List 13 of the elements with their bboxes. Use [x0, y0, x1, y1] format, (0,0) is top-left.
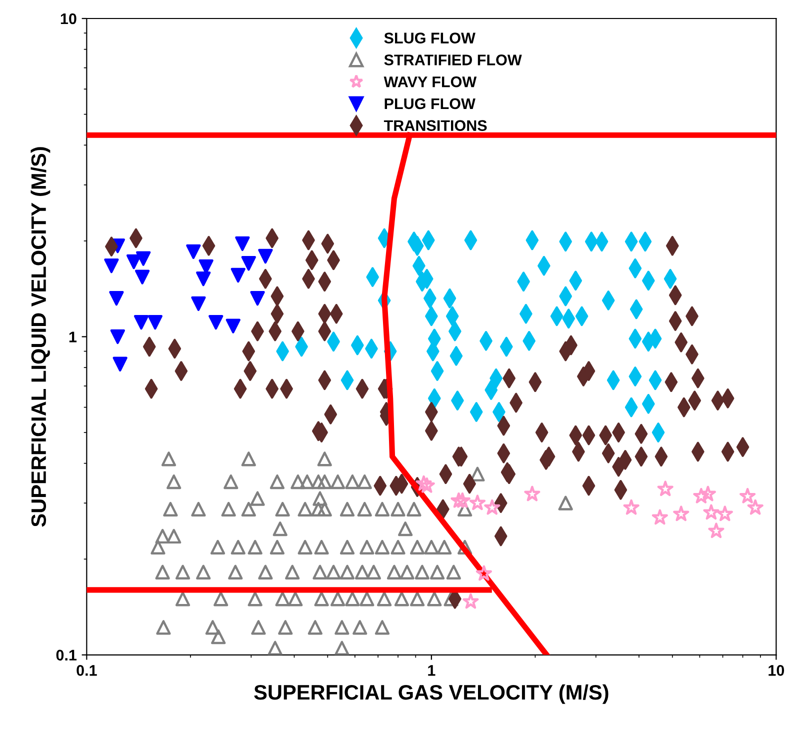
legend-label: PLUG FLOW	[384, 98, 476, 110]
x-tick-label: 1	[428, 665, 436, 676]
x-axis-title: SUPERFICIAL GAS VELOCITY (M/S)	[254, 684, 608, 704]
y-axis-title: SUPERFICIAL LIQUID VELOCITY (M/S)	[30, 147, 50, 527]
legend-label: SLUG FLOW	[384, 32, 476, 44]
legend-label: TRANSITIONS	[384, 120, 487, 131]
y-tick-label: 1	[69, 332, 77, 342]
x-tick-label: 0.1	[76, 665, 97, 676]
legend-label: WAVY FLOW	[384, 76, 477, 88]
y-tick-label: 10	[60, 13, 76, 24]
x-tick-label: 10	[768, 665, 784, 676]
y-tick-label: 0.1	[56, 650, 77, 661]
legend-label: STRATIFIED FLOW	[384, 54, 522, 66]
